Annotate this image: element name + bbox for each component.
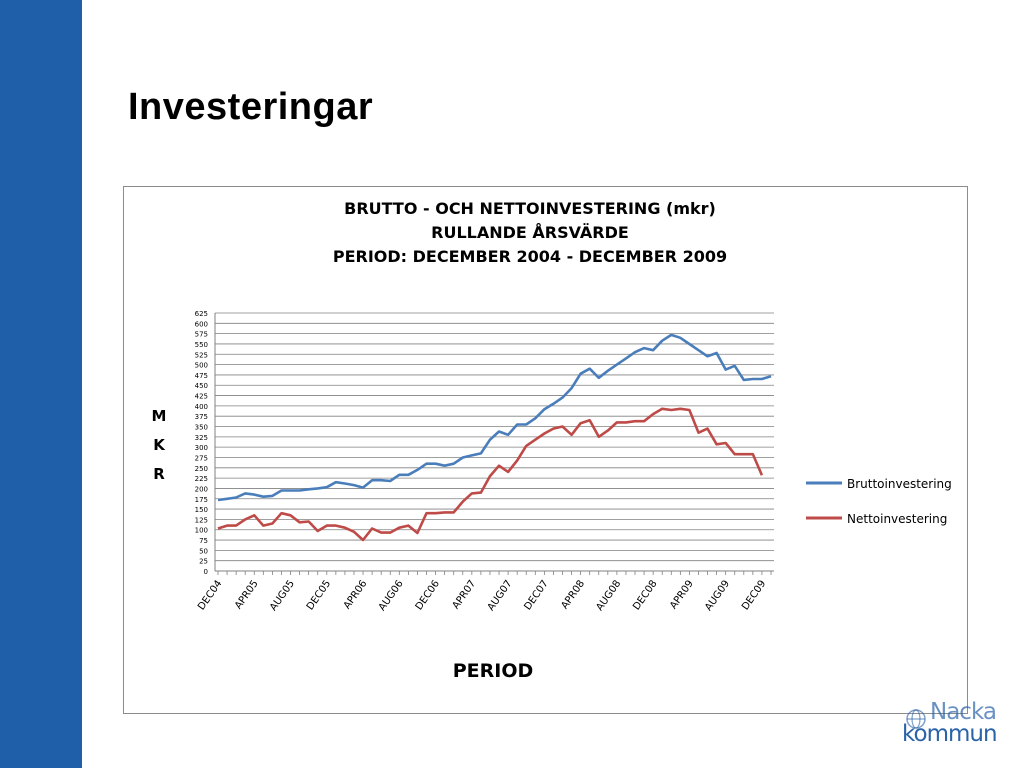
line-chart: BRUTTO - OCH NETTOINVESTERING (mkr) RULLA… (152, 199, 952, 682)
y-tick-label: 525 (195, 351, 208, 359)
y-tick-label: 575 (195, 331, 208, 339)
y-tick-label: 450 (195, 382, 208, 390)
nacka-kommun-logo: Nacka kommun (900, 700, 1015, 750)
y-tick-label: 375 (195, 413, 208, 421)
x-tick-label: APR06 (342, 578, 370, 611)
x-tick-label: APR05 (233, 578, 261, 611)
y-tick-label: 75 (199, 537, 208, 545)
side-bar (0, 0, 82, 768)
x-tick-label: APR07 (451, 578, 479, 611)
x-axis-label: PERIOD (453, 660, 534, 682)
x-axis-ticks: DEC04 APR05 AUG05 DEC05 APR06 AUG06 DEC06 APR07… (196, 571, 772, 613)
y-axis-label-letter: K (153, 436, 166, 454)
x-tick-label: DEC05 (305, 578, 333, 612)
chart-gridlines (214, 312, 774, 572)
y-tick-label: 150 (195, 506, 208, 514)
y-tick-label: 350 (195, 424, 208, 432)
y-tick-label: 625 (195, 310, 208, 318)
x-tick-label: APR09 (668, 578, 696, 611)
x-tick-label: DEC09 (740, 578, 768, 612)
y-tick-label: 275 (195, 454, 208, 462)
logo-line-2: kommun (902, 721, 998, 747)
y-tick-label: 500 (195, 362, 208, 370)
series-line-nettoinvestering (217, 407, 764, 542)
y-axis-ticks: 0 25 50 75 100 125 150 175 200 225 250 275 300 325 350… (195, 310, 208, 576)
y-tick-label: 25 (199, 558, 208, 566)
x-tick-label: DEC06 (414, 578, 442, 612)
x-tick-label: AUG09 (703, 578, 732, 613)
slide-title: Investeringar (128, 86, 374, 128)
y-tick-label: 400 (195, 403, 208, 411)
chart-series (217, 333, 772, 542)
y-tick-label: 200 (195, 485, 208, 493)
x-tick-label: AUG08 (594, 578, 623, 613)
y-tick-label: 125 (195, 516, 208, 524)
series-line-bruttoinvestering (217, 333, 772, 502)
globe-icon (906, 709, 926, 729)
y-tick-label: 425 (195, 393, 208, 401)
y-tick-label: 600 (195, 320, 208, 328)
x-tick-label: DEC07 (522, 578, 550, 612)
x-tick-label: DEC08 (631, 578, 659, 612)
y-tick-label: 225 (195, 475, 208, 483)
chart-title-line: PERIOD: DECEMBER 2004 - DECEMBER 2009 (333, 247, 727, 266)
chart-legend: Bruttoinvestering Nettoinvestering (806, 477, 952, 526)
y-tick-label: 475 (195, 372, 208, 380)
x-tick-label: AUG06 (377, 578, 406, 613)
y-tick-label: 100 (195, 527, 208, 535)
legend-label: Bruttoinvestering (847, 477, 952, 491)
x-tick-label: AUG05 (268, 578, 297, 613)
y-tick-label: 50 (199, 547, 208, 555)
y-tick-label: 325 (195, 434, 208, 442)
chart-frame: BRUTTO - OCH NETTOINVESTERING (mkr) RULLA… (123, 186, 968, 714)
y-tick-label: 300 (195, 444, 208, 452)
chart-title: BRUTTO - OCH NETTOINVESTERING (mkr) RULLA… (333, 199, 727, 266)
y-axis-label-letter: R (153, 465, 165, 483)
x-tick-label: DEC04 (196, 578, 224, 612)
chart-title-line: BRUTTO - OCH NETTOINVESTERING (mkr) (344, 199, 716, 218)
y-tick-label: 0 (204, 568, 208, 576)
y-tick-label: 175 (195, 496, 208, 504)
y-axis-label-letter: M (152, 407, 167, 425)
legend-label: Nettoinvestering (847, 512, 947, 526)
logo-line-1: Nacka (930, 699, 997, 725)
chart-title-line: RULLANDE ÅRSVÄRDE (431, 223, 629, 242)
y-tick-label: 550 (195, 341, 208, 349)
y-tick-label: 250 (195, 465, 208, 473)
y-axis-label: MKR (152, 407, 167, 483)
x-tick-label: APR08 (559, 578, 587, 611)
x-tick-label: AUG07 (486, 578, 515, 613)
